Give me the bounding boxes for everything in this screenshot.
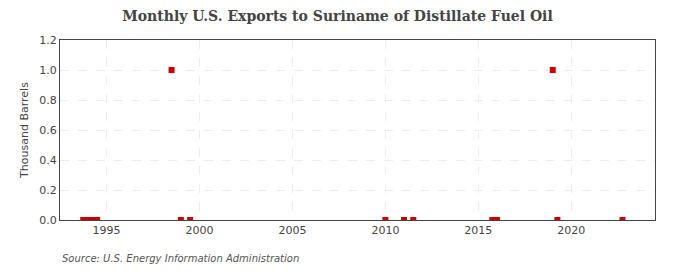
svg-text:2010: 2010 [371,224,399,237]
svg-text:Thousand Barrels: Thousand Barrels [18,82,31,179]
svg-text:1.0: 1.0 [39,64,57,77]
svg-text:Source: U.S. Energy Informatio: Source: U.S. Energy Information Administ… [62,253,299,264]
svg-text:2020: 2020 [557,224,585,237]
svg-text:Monthly U.S. Exports to Surina: Monthly U.S. Exports to Suriname of Dist… [122,8,553,24]
svg-text:1995: 1995 [92,224,120,237]
svg-text:2015: 2015 [464,224,492,237]
svg-text:1.2: 1.2 [39,34,57,47]
svg-text:0.6: 0.6 [39,124,57,137]
svg-text:2005: 2005 [278,224,306,237]
svg-text:0.2: 0.2 [39,184,57,197]
svg-text:0.0: 0.0 [39,214,57,227]
svg-text:0.4: 0.4 [39,154,57,167]
svg-text:0.8: 0.8 [39,94,57,107]
svg-text:2000: 2000 [185,224,213,237]
